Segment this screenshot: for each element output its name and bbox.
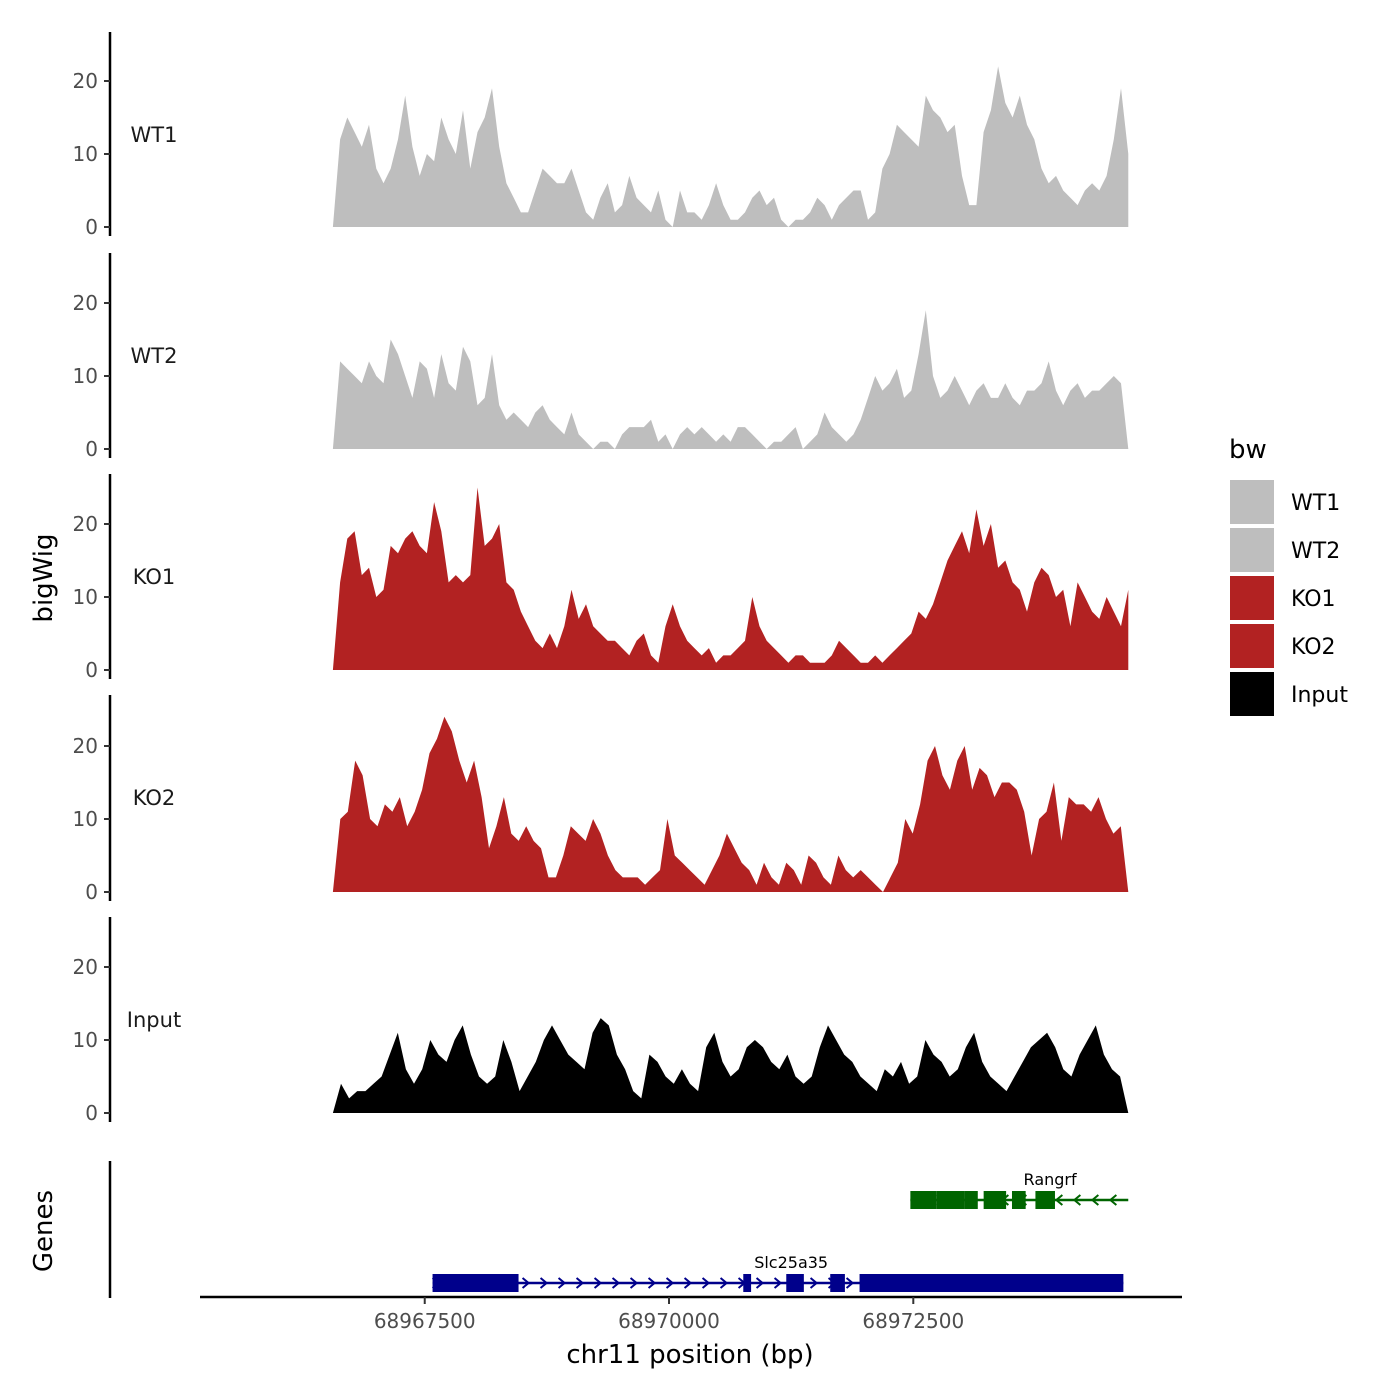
strand-arrow — [539, 1277, 549, 1289]
gene-slc25a35: Slc25a35 — [431, 1253, 1124, 1292]
gene-exon — [432, 1274, 519, 1292]
strand-arrow — [719, 1277, 729, 1289]
y-tick-label: 0 — [85, 215, 98, 239]
strand-arrow — [701, 1277, 711, 1289]
x-tick-label: 68972500 — [862, 1309, 964, 1333]
area-input — [332, 1018, 1129, 1113]
legend-label: KO2 — [1291, 635, 1336, 660]
track-ko2: 0 10 20 KO2 — [73, 695, 1129, 904]
gene-exon — [983, 1191, 1007, 1209]
gene-name-label: Slc25a35 — [754, 1253, 828, 1272]
y-tick-label: 10 — [73, 1028, 98, 1052]
legend-swatch — [1230, 480, 1274, 524]
gene-name-label: Rangrf — [1024, 1170, 1077, 1189]
x-tick-label: 68967500 — [374, 1309, 476, 1333]
strand-arrow — [1090, 1194, 1100, 1206]
strand-arrow — [593, 1277, 603, 1289]
legend-swatch — [1230, 576, 1274, 620]
gene-exon — [859, 1274, 1124, 1292]
strand-arrow — [521, 1277, 531, 1289]
gene-exon — [936, 1191, 965, 1209]
legend-title: bw — [1229, 435, 1267, 465]
gene-exon — [964, 1191, 978, 1209]
strand-arrow — [647, 1277, 657, 1289]
y-tick-label: 0 — [85, 1101, 98, 1125]
genes-track: Slc25a35 Rangrf — [108, 1161, 1129, 1298]
y-tick-label: 20 — [73, 955, 98, 979]
y-tick-label: 0 — [85, 880, 98, 904]
x-axis: 68967500 68970000 68972500 — [200, 1295, 1182, 1333]
strand-arrow — [575, 1277, 585, 1289]
area-wt2 — [332, 310, 1129, 449]
strand-arrow — [773, 1277, 783, 1289]
strand-arrow — [1108, 1194, 1118, 1206]
strand-arrow — [665, 1277, 675, 1289]
legend-swatch — [1230, 672, 1274, 716]
coverage-tracks: 0 10 20 WT1 0 10 20 WT2 0 10 20 KO1 0 10 20 KO2 0 10 20 Inp… — [73, 32, 1129, 1125]
track-label: KO2 — [133, 786, 176, 810]
track-label: KO1 — [133, 565, 176, 589]
legend-item-wt2: WT2 — [1230, 528, 1340, 572]
y-tick-label: 0 — [85, 658, 98, 682]
y-tick-label: 10 — [73, 585, 98, 609]
gene-exon — [743, 1274, 752, 1292]
legend-label: WT1 — [1291, 491, 1340, 516]
track-label: WT2 — [131, 344, 178, 368]
legend-label: Input — [1291, 683, 1348, 708]
y-tick-label: 10 — [73, 807, 98, 831]
area-wt1 — [332, 66, 1129, 228]
legend-swatch — [1230, 624, 1274, 668]
gene-exon — [830, 1274, 845, 1292]
genes-axis-title: Genes — [29, 1190, 59, 1272]
strand-arrow — [845, 1277, 855, 1289]
track-label: Input — [127, 1008, 181, 1032]
y-tick-label: 20 — [73, 512, 98, 536]
track-wt1: 0 10 20 WT1 — [73, 32, 1129, 239]
strand-arrow — [1072, 1194, 1082, 1206]
strand-arrow — [809, 1277, 819, 1289]
legend-item-ko2: KO2 — [1230, 624, 1336, 668]
legend-label: WT2 — [1291, 539, 1340, 564]
gene-exon — [1035, 1191, 1055, 1209]
y-tick-label: 20 — [73, 734, 98, 758]
area-ko1 — [332, 487, 1129, 670]
track-label: WT1 — [131, 123, 178, 147]
gene-exon — [1011, 1191, 1026, 1209]
y-tick-label: 10 — [73, 142, 98, 166]
x-axis-title: chr11 position (bp) — [566, 1340, 813, 1370]
gene-rangrf: Rangrf — [910, 1170, 1129, 1209]
legend-label: KO1 — [1291, 587, 1336, 612]
strand-arrow — [1054, 1194, 1064, 1206]
legend: bw WT1 WT2 KO1 KO2 Input — [1229, 435, 1348, 716]
y-tick-label: 20 — [73, 291, 98, 315]
y-tick-label: 0 — [85, 437, 98, 461]
area-ko2 — [332, 716, 1129, 892]
strand-arrow — [557, 1277, 567, 1289]
strand-arrow — [755, 1277, 765, 1289]
strand-arrow — [611, 1277, 621, 1289]
x-tick-label: 68970000 — [618, 1309, 720, 1333]
legend-item-ko1: KO1 — [1230, 576, 1336, 620]
track-wt2: 0 10 20 WT2 — [73, 253, 1129, 461]
gene-exon — [910, 1191, 937, 1209]
track-ko1: 0 10 20 KO1 — [73, 474, 1129, 682]
gene-exon — [786, 1274, 804, 1292]
strand-arrow — [629, 1277, 639, 1289]
y-axis-title: bigWig — [29, 533, 59, 622]
y-tick-label: 20 — [73, 69, 98, 93]
track-input: 0 10 20 Input — [73, 917, 1129, 1125]
legend-swatch — [1230, 528, 1274, 572]
y-tick-label: 10 — [73, 364, 98, 388]
legend-item-input: Input — [1230, 672, 1348, 716]
legend-item-wt1: WT1 — [1230, 480, 1340, 524]
strand-arrow — [683, 1277, 693, 1289]
